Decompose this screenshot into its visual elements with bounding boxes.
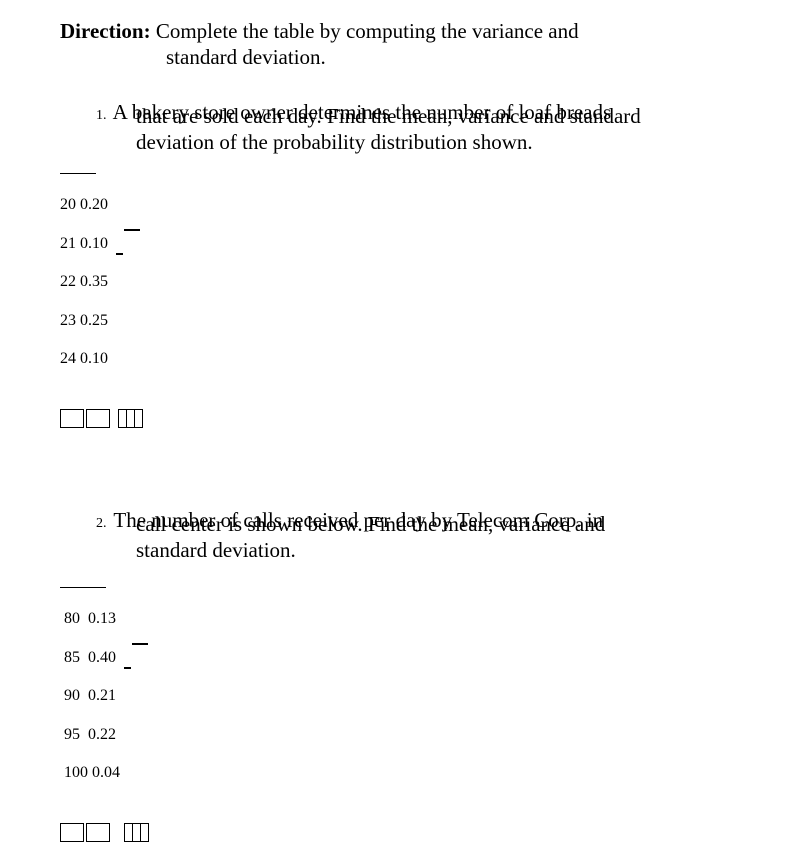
cell-x: 80 xyxy=(64,610,80,627)
answer-triple xyxy=(124,823,149,842)
page: Direction: Complete the table by computi… xyxy=(0,0,801,847)
problem-2-rows: 80 0.13 85 0.40 90 0.21 95 0.22 100 0.04 xyxy=(60,590,149,820)
table-row: 80 0.13 xyxy=(60,609,149,628)
cell-p: 0.40 xyxy=(88,649,116,666)
dash-mark-icon xyxy=(116,253,123,255)
problem-2-line2: call center is shown below. Find the mea… xyxy=(136,512,605,536)
table-row: 24 0.10 xyxy=(60,349,143,368)
problem-1-number: 1. xyxy=(96,108,109,123)
table-row: 90 0.21 xyxy=(60,686,149,705)
answer-box xyxy=(86,823,110,842)
direction-block: Direction: Complete the table by computi… xyxy=(60,18,741,71)
answer-triple xyxy=(118,409,143,428)
problem-1-line2: that are sold each day. Find the mean, v… xyxy=(136,104,641,128)
cell-p: 0.13 xyxy=(88,610,116,627)
answer-cell xyxy=(132,823,140,842)
cell-p: 0.21 xyxy=(88,687,116,704)
problem-2-number: 2. xyxy=(96,516,109,531)
table-row: 23 0.25 xyxy=(60,311,143,330)
problem-1-rows: 20 0.20 21 0.10 22 0.35 23 0.25 24 0.10 xyxy=(60,176,143,406)
cell-x: 20 xyxy=(60,196,76,213)
problem-1-line3: deviation of the probability distributio… xyxy=(136,130,533,154)
table-row: 95 0.22 xyxy=(60,725,149,744)
problem-1-answer-boxes xyxy=(60,409,143,428)
problem-2-line3: standard deviation. xyxy=(136,538,296,562)
cell-x: 24 xyxy=(60,350,76,367)
answer-cell xyxy=(134,409,143,428)
table-row: 20 0.20 xyxy=(60,195,143,214)
problem-2-table: 80 0.13 85 0.40 90 0.21 95 0.22 100 0.04 xyxy=(60,587,149,841)
dash-mark-icon xyxy=(132,643,148,645)
table-rule xyxy=(60,173,96,174)
cell-x: 23 xyxy=(60,312,76,329)
table-row: 100 0.04 xyxy=(60,763,149,782)
cell-x: 22 xyxy=(60,273,76,290)
cell-p: 0.04 xyxy=(92,764,120,781)
direction-line2: standard deviation. xyxy=(60,44,741,70)
direction-label: Direction: xyxy=(60,19,151,43)
answer-cell xyxy=(126,409,134,428)
table-rule xyxy=(60,587,106,588)
cell-p: 0.22 xyxy=(88,726,116,743)
cell-x: 90 xyxy=(64,687,80,704)
cell-p: 0.35 xyxy=(80,273,108,290)
answer-cell xyxy=(140,823,149,842)
problem-1: 1. A bakery store owner determines the n… xyxy=(96,99,741,156)
problem-2: 2. The number of calls received per day … xyxy=(96,507,741,564)
cell-p: 0.10 xyxy=(80,235,108,252)
cell-p: 0.25 xyxy=(80,312,108,329)
table-row: 85 0.40 xyxy=(60,648,149,667)
answer-cell xyxy=(124,823,132,842)
dash-mark-icon xyxy=(124,667,131,669)
spacer xyxy=(60,433,741,507)
answer-box xyxy=(60,409,84,428)
cell-p: 0.20 xyxy=(80,196,108,213)
answer-cell xyxy=(118,409,126,428)
cell-x: 95 xyxy=(64,726,80,743)
dash-mark-icon xyxy=(124,229,140,231)
cell-x: 100 xyxy=(64,764,88,781)
problem-1-body: that are sold each day. Find the mean, v… xyxy=(96,103,741,156)
cell-x: 21 xyxy=(60,235,76,252)
direction-line1: Complete the table by computing the vari… xyxy=(151,19,579,43)
table-row: 22 0.35 xyxy=(60,272,143,291)
problem-2-answer-boxes xyxy=(60,823,149,842)
answer-box xyxy=(60,823,84,842)
answer-box xyxy=(86,409,110,428)
problem-2-body: call center is shown below. Find the mea… xyxy=(96,511,741,564)
cell-x: 85 xyxy=(64,649,80,666)
cell-p: 0.10 xyxy=(80,350,108,367)
table-row: 21 0.10 xyxy=(60,234,143,253)
problem-1-table: 20 0.20 21 0.10 22 0.35 23 0.25 24 0.10 xyxy=(60,173,143,427)
